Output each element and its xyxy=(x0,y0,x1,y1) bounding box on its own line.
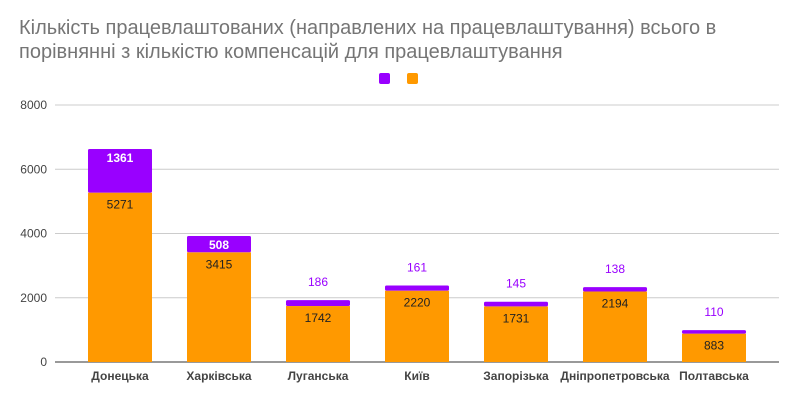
data-label-purple: 1361 xyxy=(107,151,134,165)
data-label-purple: 110 xyxy=(704,305,723,319)
y-tick-label: 2000 xyxy=(20,291,47,305)
x-tick-label: Дніпропетровська xyxy=(560,369,669,383)
data-label-orange: 5271 xyxy=(107,198,134,212)
bar-orange xyxy=(88,192,152,362)
bar-orange xyxy=(484,306,548,362)
bar-orange xyxy=(583,291,647,362)
bar-purple xyxy=(88,148,152,193)
x-tick-label: Запорізька xyxy=(483,369,549,383)
data-label-orange: 3415 xyxy=(206,257,233,271)
bar-purple xyxy=(286,300,350,307)
x-tick-label: Полтавська xyxy=(679,369,749,383)
y-tick-label: 6000 xyxy=(20,162,47,176)
bar-purple xyxy=(385,285,449,291)
y-tick-label: 4000 xyxy=(20,227,47,241)
chart-title: Кількість працевлаштованих (направлених … xyxy=(19,16,789,64)
bar-purple xyxy=(187,235,251,253)
x-tick-label: Харківська xyxy=(186,369,251,383)
y-tick-label: 8000 xyxy=(20,98,47,112)
data-label-purple: 161 xyxy=(407,261,427,275)
y-tick-label: 0 xyxy=(40,355,47,369)
bar-orange xyxy=(682,333,746,362)
legend-swatch-orange xyxy=(407,73,418,84)
bar-orange xyxy=(385,290,449,362)
data-label-orange: 1742 xyxy=(305,311,332,325)
data-label-purple: 145 xyxy=(506,277,526,291)
bar-purple xyxy=(682,330,746,334)
data-label-orange: 1731 xyxy=(503,311,530,325)
data-label-purple: 508 xyxy=(209,238,229,252)
data-label-purple: 138 xyxy=(605,262,625,276)
x-tick-label: Луганська xyxy=(288,369,349,383)
legend-swatch-purple xyxy=(379,73,390,84)
x-tick-label: Київ xyxy=(404,369,429,383)
bar-orange xyxy=(187,252,251,362)
data-label-orange: 883 xyxy=(704,339,724,353)
data-label-orange: 2194 xyxy=(602,297,629,311)
data-label-purple: 186 xyxy=(308,275,328,289)
data-label-orange: 2220 xyxy=(404,296,431,310)
chart-title-line-2: порівнянні з кількістю компенсацій для п… xyxy=(19,41,563,63)
bar-purple xyxy=(484,301,548,307)
x-tick-label: Донецька xyxy=(91,369,149,383)
chart-title-line-1: Кількість працевлаштованих (направлених … xyxy=(19,17,717,39)
bar-orange xyxy=(286,306,350,362)
bar-purple xyxy=(583,287,647,292)
